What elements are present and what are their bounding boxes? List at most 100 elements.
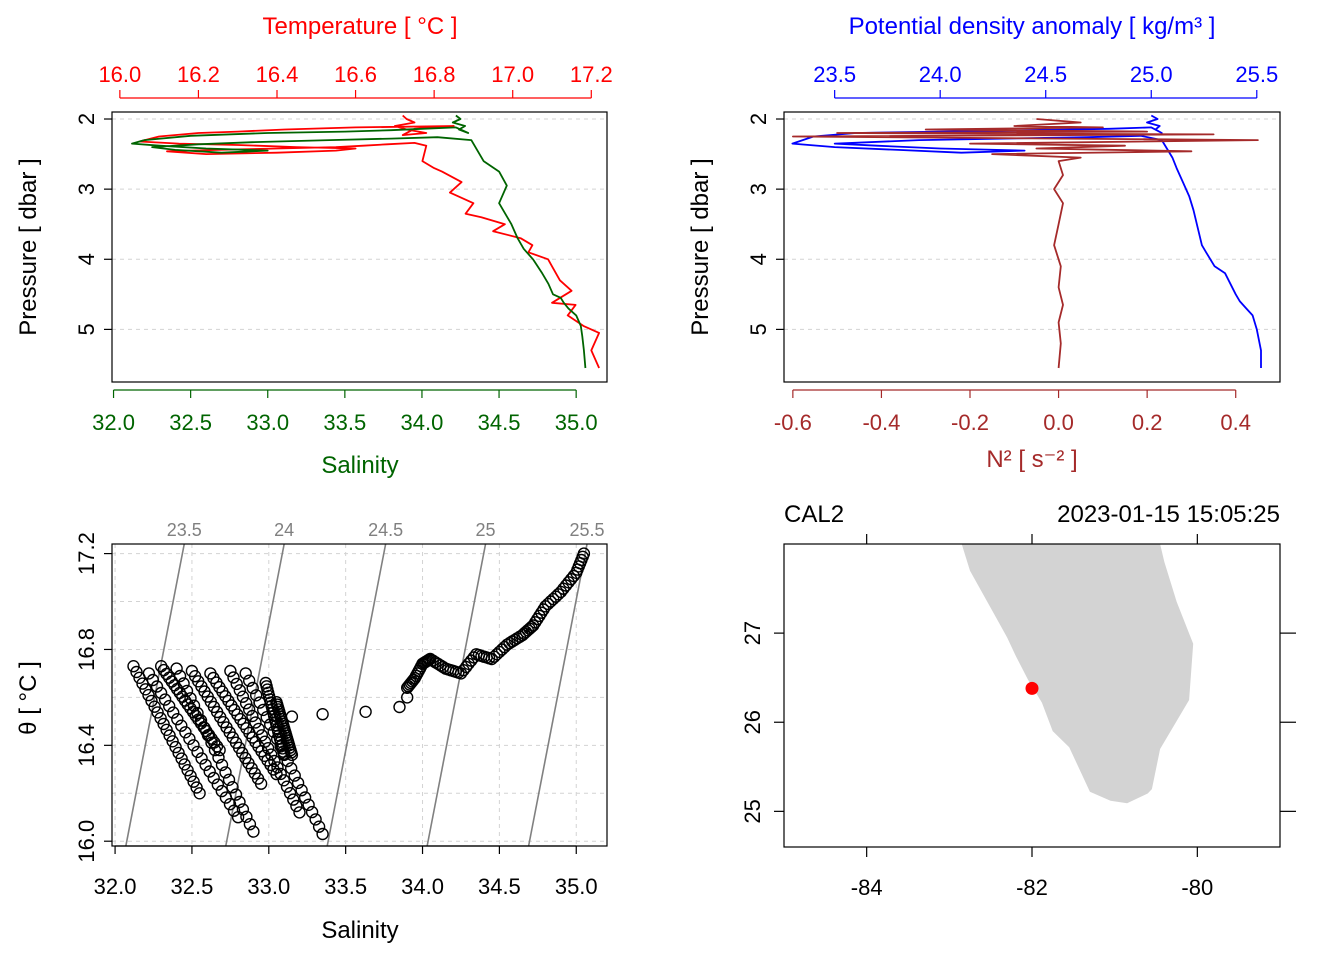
ts-point xyxy=(247,825,260,838)
ts-point xyxy=(258,735,272,748)
ts-point xyxy=(198,721,211,735)
p3-y-axis-title: θ [ °C ] xyxy=(15,661,42,735)
ts-point xyxy=(312,820,326,833)
ts-point xyxy=(183,732,196,745)
p3-x-tick-label: 35.0 xyxy=(555,874,598,899)
p2-y-axis-title: Pressure [ dbar ] xyxy=(687,158,714,335)
ts-point xyxy=(230,677,243,691)
ts-point xyxy=(227,671,240,684)
ts-point xyxy=(154,712,167,725)
ts-point xyxy=(211,778,225,791)
p4-lat-tick-label: 27 xyxy=(740,621,765,645)
p4-lon-tick-label: -84 xyxy=(851,875,883,900)
ts-point xyxy=(162,671,176,684)
panel-ts-diagram: 23.5 24 24.5 25 25.5 32.0 32.5 33.0 33.5 34.0 34.… xyxy=(15,520,608,944)
ts-point xyxy=(277,774,290,787)
ts-point xyxy=(291,776,305,790)
ts-point xyxy=(290,799,303,813)
ts-point xyxy=(226,781,239,794)
p1-bottom-tick-label: 32.0 xyxy=(92,410,135,435)
p1-top-axis-title: Temperature [ °C ] xyxy=(263,13,458,40)
ts-point xyxy=(215,758,229,772)
p1-bottom-tick-label: 32.5 xyxy=(169,410,212,435)
p1-y-tick-label: 4 xyxy=(74,253,99,265)
ts-point xyxy=(254,777,268,790)
p3-x-tick-label: 33.0 xyxy=(247,874,290,899)
p4-lon-tick-label: -82 xyxy=(1016,875,1048,900)
ts-point xyxy=(163,729,176,742)
ts-point xyxy=(268,754,281,768)
ts-point xyxy=(316,827,329,841)
p2-bottom-tick-label: -0.4 xyxy=(862,410,900,435)
p3-y-tick-label: 16.4 xyxy=(74,724,99,767)
p3-salinity-axis: 32.0 32.5 33.0 33.5 34.0 34.5 35.0 xyxy=(94,845,598,899)
ts-point xyxy=(302,798,315,811)
p2-density-axis: 23.5 24.0 24.5 25.0 25.5 xyxy=(813,62,1278,99)
ts-point xyxy=(175,719,188,732)
ts-point xyxy=(130,665,143,679)
ts-point xyxy=(187,699,201,712)
ts-point xyxy=(270,767,283,781)
station-marker xyxy=(1025,681,1039,695)
ts-point xyxy=(184,692,197,705)
p3-x-tick-label: 32.0 xyxy=(94,874,137,899)
ts-point xyxy=(173,669,187,683)
p2-gridlines xyxy=(784,118,1280,330)
p3-scatter-points xyxy=(127,547,591,841)
p1-top-tick-label: 16.4 xyxy=(256,62,299,87)
p3-x-tick-label: 34.0 xyxy=(401,874,444,899)
ts-point xyxy=(285,710,299,723)
p1-gridlines xyxy=(112,118,607,330)
ts-point xyxy=(162,699,176,713)
ts-point xyxy=(246,681,259,695)
panel-station-map: -84 -82 -80 25 26 27 CAL2 2023-01-15 15:05:25 xyxy=(740,501,1296,900)
ts-point xyxy=(274,767,287,781)
isopycnal-line-1 xyxy=(224,543,285,847)
ts-point xyxy=(190,781,203,794)
ts-point xyxy=(242,703,256,716)
ts-point xyxy=(142,688,155,702)
series-line-n xyxy=(792,118,1259,369)
ts-point xyxy=(151,706,164,719)
ts-point xyxy=(179,726,192,739)
ts-point xyxy=(172,746,185,760)
series-line-temperature xyxy=(138,114,600,369)
p2-bottom-tick-label: -0.2 xyxy=(951,410,989,435)
ts-point xyxy=(224,664,237,678)
p1-top-tick-label: 16.0 xyxy=(98,62,141,87)
ts-point xyxy=(184,769,197,783)
ts-point xyxy=(205,736,218,749)
series-line-potentialdensityanomaly xyxy=(791,114,1262,368)
p2-top-axis-title: Potential density anomaly [ kg/m³ ] xyxy=(849,13,1216,40)
p1-bottom-axis-title: Salinity xyxy=(321,452,398,479)
ts-point xyxy=(295,784,308,797)
ts-point xyxy=(249,716,262,729)
p3-x-tick-label: 32.5 xyxy=(171,874,214,899)
ts-point xyxy=(283,787,297,800)
p4-station-time: 2023-01-15 15:05:25 xyxy=(1057,501,1280,528)
ts-point xyxy=(529,616,542,629)
ts-point xyxy=(150,680,164,693)
ts-point xyxy=(170,662,183,675)
ts-point xyxy=(203,765,216,778)
ts-point xyxy=(142,667,156,680)
p3-isopycnals: 23.5 24 24.5 25 25.5 xyxy=(125,520,605,847)
p4-station xyxy=(1025,681,1039,695)
p1-top-tick-label: 17.2 xyxy=(570,62,613,87)
ts-point xyxy=(139,683,152,696)
p3-x-axis-title: Salinity xyxy=(321,917,398,944)
ts-point xyxy=(207,771,220,785)
p4-station-name: CAL2 xyxy=(784,501,844,528)
ts-point xyxy=(531,612,544,626)
p3-theta-axis: 16.0 16.4 16.8 17.2 xyxy=(74,532,112,863)
series-line-salinity xyxy=(131,114,587,369)
isopycnal-line-2 xyxy=(326,543,387,847)
ts-point xyxy=(213,743,226,757)
p2-pressure-axis: 2 3 4 5 xyxy=(746,113,784,336)
p3-y-tick-label: 16.8 xyxy=(74,628,99,671)
ts-point xyxy=(535,606,548,619)
ts-point xyxy=(265,748,278,761)
ts-point xyxy=(280,780,294,793)
ts-point xyxy=(171,713,184,726)
